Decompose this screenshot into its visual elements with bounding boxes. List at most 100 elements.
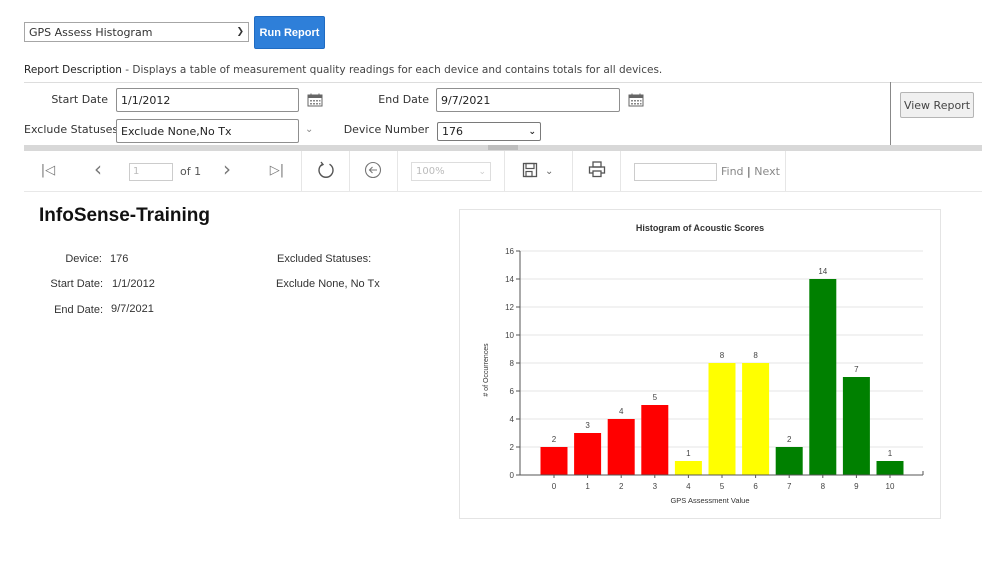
histogram-bar: [574, 433, 602, 475]
report-description-text: - Displays a table of measurement qualit…: [121, 64, 663, 76]
excluded-statuses-label: Excluded Statuses:: [277, 253, 372, 265]
bar-value-label: 5: [653, 393, 658, 402]
y-tick-label: 12: [505, 303, 514, 312]
report-select-value: GPS Assess Histogram: [29, 25, 153, 39]
start-date-calendar-icon[interactable]: [307, 93, 323, 107]
last-page-icon[interactable]: ▷|: [269, 162, 285, 178]
bar-value-label: 8: [753, 351, 758, 360]
toolbar-separator: [349, 151, 350, 191]
histogram-bar: [607, 419, 635, 475]
report-description-label: Report Description: [24, 64, 122, 76]
toolbar-separator: [504, 151, 505, 191]
next-link[interactable]: Next: [754, 165, 780, 178]
x-tick-label: 4: [686, 482, 691, 491]
histogram-bar: [775, 447, 803, 475]
x-tick-label: 9: [854, 482, 859, 491]
device-number-select[interactable]: 176 ⌄: [437, 122, 541, 141]
chevron-down-icon: ❯: [236, 27, 244, 37]
chevron-down-icon: ⌄: [478, 166, 486, 177]
bar-value-label: 1: [686, 449, 691, 458]
x-tick-label: 1: [585, 482, 590, 491]
exclude-statuses-label: Exclude Statuses: [24, 123, 119, 136]
x-tick-label: 3: [653, 482, 658, 491]
toolbar-separator: [572, 151, 573, 191]
find-links: Find | Next: [721, 165, 780, 178]
histogram-bar: [876, 461, 904, 475]
x-tick-label: 2: [619, 482, 624, 491]
find-input[interactable]: [634, 163, 717, 181]
zoom-select[interactable]: 100% ⌄: [411, 162, 491, 181]
x-tick-label: 0: [552, 482, 557, 491]
start-date-label: Start Date: [51, 93, 108, 106]
exclude-statuses-chevron-icon[interactable]: ⌄: [305, 124, 314, 135]
bar-value-label: 3: [585, 421, 590, 430]
save-dropdown-chevron-icon[interactable]: ⌄: [545, 166, 554, 177]
device-number-label: Device Number: [343, 123, 429, 136]
parameter-divider: [890, 82, 891, 146]
end-date-calendar-icon[interactable]: [628, 93, 644, 107]
chart-bars: 2 3 4 5 1 8 8 2 14 7 1: [540, 267, 904, 475]
device-number-value: 176: [442, 125, 463, 138]
exclude-statuses-input[interactable]: Exclude None,No Tx: [116, 119, 299, 143]
bar-value-label: 4: [619, 407, 624, 416]
start-date-report-value: 1/1/2012: [112, 278, 155, 290]
collapse-grip-handle[interactable]: [488, 145, 518, 150]
zoom-value: 100%: [416, 166, 445, 177]
end-date-report-label: End Date:: [54, 304, 103, 316]
histogram-bar: [540, 447, 568, 475]
y-tick-label: 14: [505, 275, 514, 284]
bar-value-label: 8: [720, 351, 725, 360]
y-tick-label: 8: [510, 359, 515, 368]
find-separator: |: [747, 165, 751, 178]
bar-value-label: 1: [888, 449, 893, 458]
parameter-panel: [24, 82, 982, 146]
toolbar-separator: [301, 151, 302, 191]
toolbar-separator: [785, 151, 786, 191]
histogram-bar: [809, 279, 837, 475]
report-title: InfoSense-Training: [39, 205, 211, 226]
histogram-chart: Histogram of Acoustic Scores 2 3 4 5 1 8 8 2 14 7…: [459, 209, 941, 519]
end-date-report-value: 9/7/2021: [111, 303, 154, 315]
toolbar-separator: [620, 151, 621, 191]
x-tick-label: 10: [886, 482, 895, 491]
next-page-icon[interactable]: ›: [223, 157, 231, 181]
view-report-button[interactable]: View Report: [900, 92, 974, 118]
device-label: Device:: [65, 253, 102, 265]
histogram-bar: [742, 363, 770, 475]
save-icon[interactable]: [522, 162, 538, 178]
x-axis-label: GPS Assessment Value: [670, 496, 749, 505]
report-select[interactable]: GPS Assess Histogram ❯: [24, 22, 249, 42]
page-number-input[interactable]: 1: [129, 163, 173, 181]
y-tick-label: 10: [505, 331, 514, 340]
y-tick-label: 0: [510, 471, 515, 480]
y-tick-label: 4: [510, 415, 515, 424]
report-description: Report Description - Displays a table of…: [24, 64, 662, 76]
refresh-icon[interactable]: [316, 160, 336, 180]
y-tick-label: 2: [510, 443, 515, 452]
prev-page-icon[interactable]: ‹: [94, 157, 102, 181]
bar-value-label: 2: [787, 435, 792, 444]
back-icon[interactable]: [364, 161, 382, 179]
first-page-icon[interactable]: |◁: [40, 162, 56, 178]
bar-value-label: 2: [552, 435, 557, 444]
y-axis-label: # of Occurrences: [483, 343, 490, 397]
y-tick-label: 16: [505, 247, 514, 256]
device-value: 176: [110, 253, 129, 265]
bar-value-label: 14: [818, 267, 827, 276]
x-tick-label: 8: [821, 482, 826, 491]
chart-title: Histogram of Acoustic Scores: [636, 223, 764, 233]
bar-value-label: 7: [854, 365, 859, 374]
run-report-button[interactable]: Run Report: [254, 16, 325, 49]
y-tick-label: 6: [510, 387, 515, 396]
print-icon[interactable]: [588, 161, 606, 178]
histogram-bar: [842, 377, 870, 475]
excluded-statuses-value: Exclude None, No Tx: [276, 278, 380, 290]
end-date-label: End Date: [378, 93, 429, 106]
x-tick-label: 6: [753, 482, 758, 491]
start-date-input[interactable]: 1/1/2012: [116, 88, 299, 112]
end-date-input[interactable]: 9/7/2021: [436, 88, 620, 112]
report-toolbar: [24, 151, 982, 192]
find-link[interactable]: Find: [721, 165, 744, 178]
